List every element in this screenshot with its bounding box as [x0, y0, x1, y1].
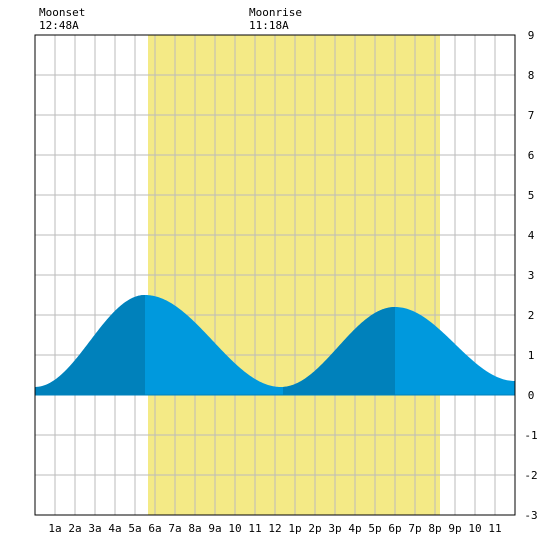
tide-highlight-area	[283, 307, 395, 395]
x-tick-label: 5p	[368, 522, 381, 535]
y-tick-labels: 9 8 7 6 5 4 3 2 1 0 -1 -2 -3	[524, 29, 537, 522]
y-tick-label: -3	[524, 509, 537, 522]
y-tick-label: 3	[528, 269, 535, 282]
x-tick-labels: 1a 2a 3a 4a 5a 6a 7a 8a 9a 10 11 12 1p 2p 3p 4p 5p 6p 7p 8p…	[48, 522, 501, 535]
x-tick-label: 11	[488, 522, 501, 535]
moon-event-time: 11:18A	[249, 19, 289, 32]
x-tick-label: 2p	[308, 522, 321, 535]
x-tick-label: 9p	[448, 522, 461, 535]
x-tick-label: 9a	[208, 522, 221, 535]
x-tick-label: 4p	[348, 522, 361, 535]
x-tick-label: 3p	[328, 522, 341, 535]
y-tick-label: 9	[528, 29, 535, 42]
y-tick-label: 8	[528, 69, 535, 82]
x-tick-label: 8p	[428, 522, 441, 535]
y-tick-label: -2	[524, 469, 537, 482]
moon-event-label: Moonrise	[249, 6, 302, 19]
x-tick-label: 11	[248, 522, 261, 535]
x-tick-label: 4a	[108, 522, 121, 535]
moon-event-label: Moonset	[39, 6, 85, 19]
x-tick-label: 10	[228, 522, 241, 535]
x-tick-label: 6p	[388, 522, 401, 535]
x-tick-label: 5a	[128, 522, 141, 535]
y-tick-label: 2	[528, 309, 535, 322]
y-tick-label: 1	[528, 349, 535, 362]
y-tick-label: 4	[528, 229, 535, 242]
x-tick-label: 7a	[168, 522, 181, 535]
grid-lines	[35, 35, 515, 515]
y-tick-label: -1	[524, 429, 537, 442]
x-tick-label: 6a	[148, 522, 161, 535]
y-tick-label: 5	[528, 189, 535, 202]
plot-border	[34, 34, 516, 516]
tide-highlight-area	[35, 295, 145, 395]
x-tick-label: 1a	[48, 522, 61, 535]
tide-highlight-areas	[35, 295, 395, 395]
x-tick-label: 3a	[88, 522, 101, 535]
x-tick-label: 10	[468, 522, 481, 535]
x-tick-label: 1p	[288, 522, 301, 535]
moon-event-time: 12:48A	[39, 19, 79, 32]
x-tick-label: 7p	[408, 522, 421, 535]
y-tick-label: 6	[528, 149, 535, 162]
x-tick-label: 8a	[188, 522, 201, 535]
y-tick-label: 0	[528, 389, 535, 402]
x-tick-label: 12	[268, 522, 281, 535]
y-tick-label: 7	[528, 109, 535, 122]
x-tick-label: 2a	[68, 522, 81, 535]
